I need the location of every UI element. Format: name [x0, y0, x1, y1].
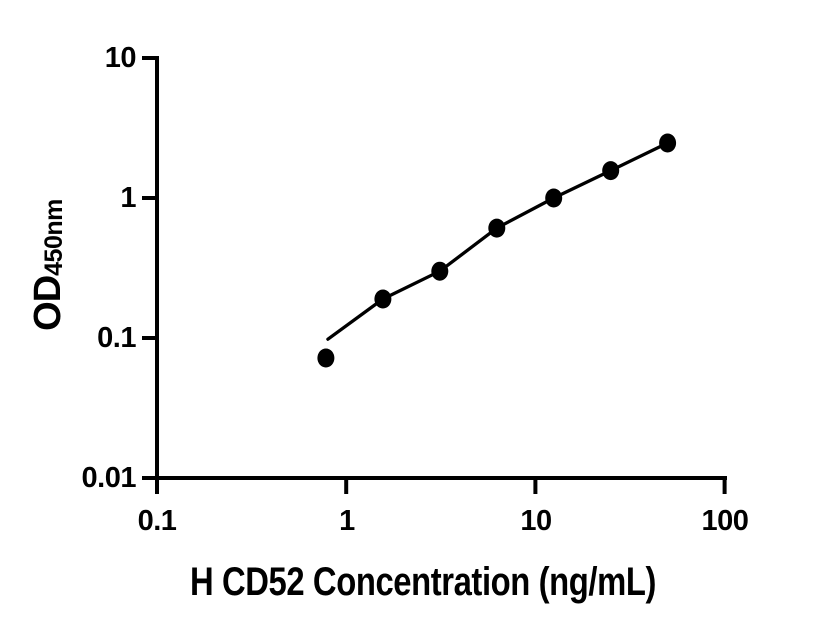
y-axis-title-main: OD	[27, 275, 69, 331]
x-tick-label-100: 100	[701, 505, 749, 537]
x-tick-label-0.1: 0.1	[137, 505, 177, 537]
data-point	[602, 161, 620, 181]
data-point	[659, 133, 677, 153]
y-tick-label-0.1: 0.1	[97, 322, 136, 354]
y-axis-title-subscript: 450nm	[40, 199, 68, 276]
x-axis-title: H CD52 Concentration (ng/mL)	[190, 560, 656, 604]
y-tick-label-0.01: 0.01	[81, 462, 137, 494]
data-point	[545, 188, 563, 208]
x-tick-label-10: 10	[520, 505, 552, 537]
data-point	[317, 348, 335, 368]
data-point	[488, 218, 506, 238]
y-axis-title: OD450nm	[27, 165, 69, 365]
data-point	[431, 261, 449, 281]
x-tick-label-1: 1	[339, 505, 355, 537]
y-tick-label-1: 1	[120, 182, 136, 214]
data-point	[374, 289, 392, 309]
y-tick-label-10: 10	[104, 42, 137, 74]
